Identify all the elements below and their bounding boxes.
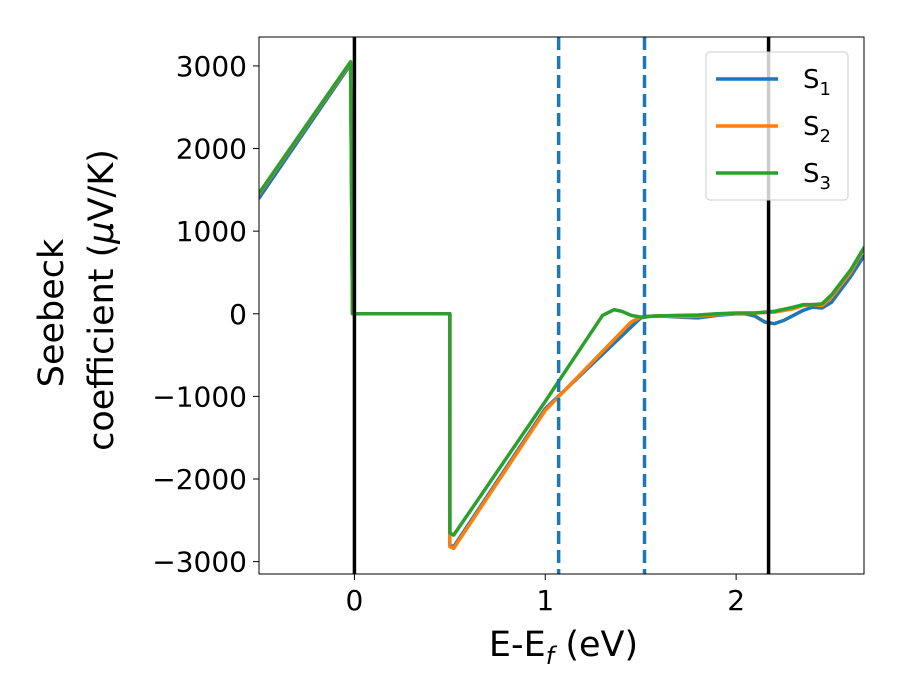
legend-label-sub-1: 1 <box>820 79 831 100</box>
y-tick-label-7: −3000 <box>152 546 247 579</box>
legend-label-main-3: S <box>803 159 820 189</box>
y-tick-label-6: −2000 <box>152 463 247 496</box>
y-axis-label: Seebeck coefficient (μV/K) <box>32 149 122 451</box>
legend-label-main-1: S <box>803 65 820 95</box>
y-tick-label-2: 2000 <box>176 133 247 166</box>
legend-label-sub-3: 3 <box>820 173 831 194</box>
series-line-3 <box>259 60 864 537</box>
legend-label-sub-2: 2 <box>820 126 831 147</box>
y-axis-ticks: 3000 2000 1000 0 −1000 −2000 −3000 <box>152 50 259 579</box>
legend-label-main-2: S <box>803 112 820 142</box>
x-tick-label-3: 2 <box>727 584 745 617</box>
legend-label-1: S1 <box>803 65 831 100</box>
x-axis-label-main: E-E <box>489 625 546 665</box>
x-axis-label: E-Ef (eV) <box>489 625 638 670</box>
y-axis-label-line2: coefficient (μV/K) <box>82 149 122 451</box>
y-axis-label-pre: coefficient ( <box>82 244 122 451</box>
y-tick-label-4: 0 <box>229 298 247 331</box>
y-axis-label-line1: Seebeck <box>32 238 72 387</box>
y-axis-label-post: V/K) <box>82 149 122 221</box>
y-tick-label-1: 3000 <box>176 50 247 83</box>
plot-frame <box>258 36 865 575</box>
x-tick-label-2: 1 <box>536 584 554 617</box>
legend-label-2: S2 <box>803 112 831 147</box>
y-tick-label-3: 1000 <box>176 215 247 248</box>
y-axis-label-mu: μ <box>82 221 122 244</box>
y-tick-label-5: −1000 <box>152 380 247 413</box>
x-tick-label-1: 0 <box>346 584 364 617</box>
x-axis-ticks: 0 1 2 <box>346 574 745 617</box>
series-layer <box>259 60 864 551</box>
x-axis-label-unit: (eV) <box>554 625 638 665</box>
legend-label-3: S3 <box>803 159 831 194</box>
